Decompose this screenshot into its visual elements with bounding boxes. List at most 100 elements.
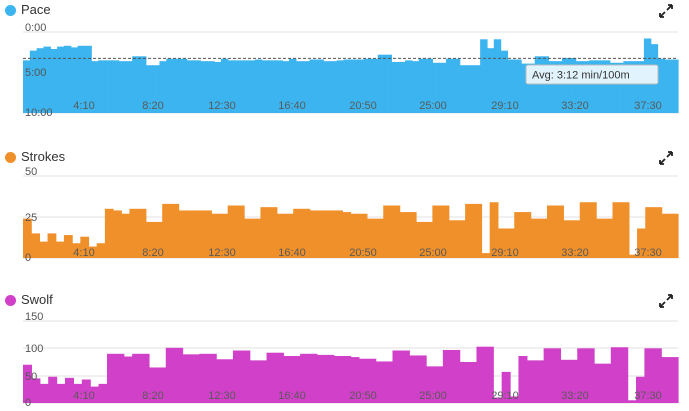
pace-bar — [57, 46, 65, 113]
strokes-bar — [375, 218, 384, 258]
swolf-bar — [493, 397, 503, 403]
strokes-bar — [219, 213, 229, 258]
y-tick-label: 50 — [25, 166, 37, 178]
pace-bar — [227, 60, 236, 113]
swolf-bar — [249, 360, 259, 403]
pace-bar — [350, 59, 358, 113]
pace-bar — [98, 60, 106, 113]
pace-bar — [507, 59, 515, 113]
expand-icon[interactable] — [659, 4, 673, 18]
strokes-bar — [645, 207, 655, 258]
pace-bar — [630, 61, 638, 113]
swolf-bar — [316, 354, 326, 403]
swolf-bar — [140, 353, 150, 403]
strokes-bar — [555, 205, 564, 258]
strokes-bar — [350, 213, 360, 258]
strokes-panel: Strokes 50 25 0 4:10 8:20 12:30 16:40 20:50 25:0… — [0, 147, 689, 267]
strokes-bar — [383, 205, 393, 258]
x-tick-label: 20:50 — [349, 247, 377, 259]
pace-bar — [616, 62, 625, 113]
strokes-bar — [563, 220, 573, 258]
pace-bar — [473, 65, 481, 113]
pace-bar — [671, 59, 679, 113]
swolf-bar — [384, 361, 394, 403]
swolf-bar — [325, 354, 335, 403]
swolf-bar — [81, 379, 91, 403]
strokes-bar — [260, 207, 270, 258]
swolf-chart: 150 100 50 0 4:10 8:20 12:30 16:40 20:50 25:00 29:… — [23, 311, 679, 409]
swolf-bar — [64, 377, 74, 403]
pace-bar — [425, 58, 433, 113]
strokes-bar — [456, 220, 466, 258]
x-tick-label: 25:00 — [419, 247, 447, 259]
pace-bar — [152, 65, 161, 113]
swolf-bar — [568, 359, 578, 403]
swolf-bar — [417, 355, 427, 403]
x-tick-label: 33:20 — [561, 100, 589, 112]
pace-bar — [534, 56, 543, 113]
strokes-bar — [497, 228, 507, 258]
strokes-bar — [366, 218, 376, 258]
expand-icon[interactable] — [659, 294, 673, 308]
strokes-title: Strokes — [21, 149, 66, 164]
strokes-bar — [620, 202, 630, 258]
pace-bar — [214, 61, 222, 113]
strokes-bar — [72, 243, 81, 258]
pace-bar — [357, 59, 365, 113]
swolf-bar — [392, 350, 402, 403]
strokes-bar — [293, 208, 302, 258]
swolf-bar — [526, 360, 536, 403]
strokes-legend-dot — [5, 152, 16, 163]
pace-bar — [398, 61, 406, 113]
swolf-bar — [409, 355, 419, 403]
pace-bar — [309, 59, 317, 113]
pace-bar — [179, 58, 188, 113]
x-tick-label: 4:10 — [73, 390, 94, 402]
swolf-bar — [442, 349, 452, 403]
pace-panel: Pace Avg: 3:12 min/100m 0:00 5:00 10:00 4:10… — [0, 0, 689, 120]
swolf-bar — [476, 346, 486, 403]
swolf-bar — [216, 359, 226, 403]
pace-bar — [23, 60, 31, 113]
swolf-bar — [552, 348, 562, 403]
x-tick-label: 16:40 — [278, 390, 306, 402]
strokes-bar — [669, 213, 679, 258]
pace-bar — [234, 60, 242, 113]
y-tick-label: 10:00 — [25, 107, 53, 119]
strokes-bar — [154, 221, 163, 258]
pace-bar — [609, 62, 618, 113]
x-tick-label: 37:30 — [634, 390, 662, 402]
strokes-bar — [604, 218, 614, 258]
swolf-bar — [610, 347, 620, 403]
swolf-bar — [652, 348, 662, 403]
swolf-bar — [426, 366, 436, 403]
pace-bar — [220, 58, 229, 113]
pace-bar — [261, 60, 270, 113]
strokes-bar — [481, 253, 491, 258]
average-tooltip: Avg: 3:12 min/100m — [525, 64, 659, 85]
strokes-bar — [285, 213, 294, 258]
pace-bar — [111, 60, 120, 113]
pace-bar — [323, 61, 331, 113]
strokes-bar — [407, 212, 417, 258]
strokes-bar — [276, 213, 286, 258]
swolf-bar — [148, 367, 158, 403]
pace-bar — [446, 58, 454, 113]
strokes-bar — [194, 210, 204, 258]
strokes-bar — [104, 208, 114, 258]
pace-bar — [330, 61, 338, 113]
strokes-bar — [399, 212, 409, 258]
strokes-bar — [129, 208, 139, 258]
swolf-bar — [594, 363, 604, 403]
pace-bar — [70, 47, 79, 113]
y-tick-label: 100 — [25, 343, 43, 355]
y-tick-label: 0 — [25, 252, 31, 264]
strokes-bar — [571, 220, 581, 258]
expand-icon[interactable] — [659, 151, 673, 165]
pace-bar — [637, 61, 645, 113]
strokes-bar — [31, 233, 40, 258]
swolf-bar — [619, 347, 629, 403]
swolf-bar — [266, 352, 276, 403]
strokes-bar — [661, 213, 671, 258]
pace-legend-dot — [5, 5, 16, 16]
